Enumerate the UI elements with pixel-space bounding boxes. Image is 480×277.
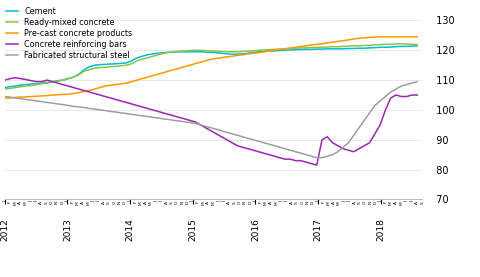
Fabricated structural steel bbox=[171, 119, 177, 122]
Line: Fabricated structural steel: Fabricated structural steel bbox=[5, 82, 417, 158]
Pre-cast concrete products bbox=[113, 83, 119, 86]
Line: Ready-mixed concrete: Ready-mixed concrete bbox=[5, 44, 417, 89]
Cement bbox=[166, 51, 171, 54]
Line: Concrete reinforcing bars: Concrete reinforcing bars bbox=[5, 78, 417, 165]
Concrete reinforcing bars bbox=[309, 162, 314, 165]
Pre-cast concrete products bbox=[303, 44, 309, 47]
Ready-mixed concrete bbox=[2, 88, 8, 91]
Fabricated structural steel bbox=[303, 153, 309, 156]
Ready-mixed concrete bbox=[171, 50, 177, 53]
Cement bbox=[102, 63, 108, 66]
Legend: Cement, Ready-mixed concrete, Pre-cast concrete products, Concrete reinforcing b: Cement, Ready-mixed concrete, Pre-cast c… bbox=[6, 7, 132, 60]
Ready-mixed concrete bbox=[303, 46, 309, 50]
Ready-mixed concrete bbox=[113, 65, 119, 68]
Ready-mixed concrete bbox=[166, 51, 171, 54]
Line: Cement: Cement bbox=[5, 46, 417, 88]
Cement bbox=[171, 50, 177, 54]
Pre-cast concrete products bbox=[377, 35, 383, 39]
Ready-mixed concrete bbox=[102, 66, 108, 69]
Pre-cast concrete products bbox=[171, 68, 177, 71]
Pre-cast concrete products bbox=[2, 96, 8, 100]
Concrete reinforcing bars bbox=[314, 163, 320, 167]
Concrete reinforcing bars bbox=[414, 93, 420, 97]
Concrete reinforcing bars bbox=[108, 96, 113, 100]
Line: Pre-cast concrete products: Pre-cast concrete products bbox=[5, 37, 417, 98]
Cement bbox=[240, 52, 246, 55]
Cement bbox=[2, 86, 8, 89]
Cement bbox=[414, 44, 420, 47]
Ready-mixed concrete bbox=[240, 50, 246, 53]
Cement bbox=[303, 48, 309, 51]
Pre-cast concrete products bbox=[102, 84, 108, 88]
Concrete reinforcing bars bbox=[245, 147, 251, 150]
Concrete reinforcing bars bbox=[171, 114, 177, 117]
Concrete reinforcing bars bbox=[12, 76, 18, 79]
Fabricated structural steel bbox=[2, 95, 8, 98]
Fabricated structural steel bbox=[240, 135, 246, 138]
Fabricated structural steel bbox=[102, 109, 108, 112]
Fabricated structural steel bbox=[414, 80, 420, 83]
Fabricated structural steel bbox=[113, 110, 119, 114]
Ready-mixed concrete bbox=[398, 42, 404, 45]
Ready-mixed concrete bbox=[414, 43, 420, 46]
Concrete reinforcing bars bbox=[2, 78, 8, 82]
Pre-cast concrete products bbox=[240, 53, 246, 57]
Concrete reinforcing bars bbox=[176, 116, 182, 119]
Fabricated structural steel bbox=[166, 118, 171, 121]
Cement bbox=[113, 62, 119, 65]
Concrete reinforcing bars bbox=[118, 99, 124, 103]
Fabricated structural steel bbox=[314, 156, 320, 159]
Pre-cast concrete products bbox=[166, 70, 171, 73]
Pre-cast concrete products bbox=[414, 35, 420, 39]
